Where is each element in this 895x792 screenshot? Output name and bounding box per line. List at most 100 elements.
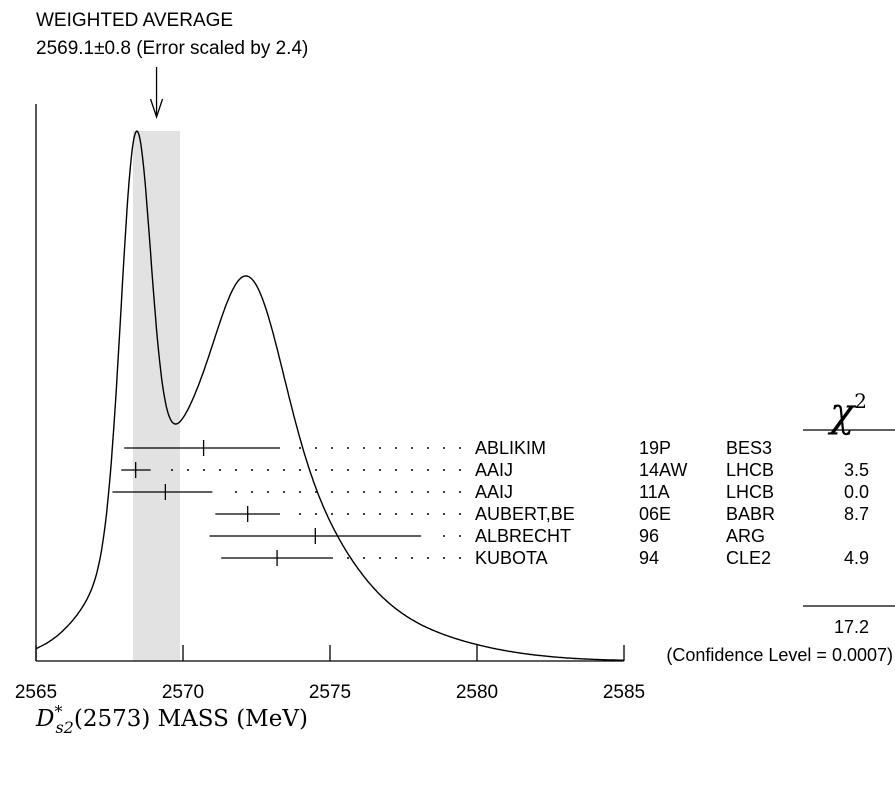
leader-dot <box>299 447 301 449</box>
leader-dot <box>347 447 349 449</box>
measurement-year: 96 <box>639 526 659 546</box>
leader-dot <box>267 491 269 493</box>
leader-dot <box>203 469 205 471</box>
leader-dot <box>331 513 333 515</box>
leader-dot <box>411 491 413 493</box>
leader-dot <box>459 513 461 515</box>
leader-dot <box>443 491 445 493</box>
measurement-chi2: 0.0 <box>844 482 869 502</box>
measurement-year: 19P <box>639 438 671 458</box>
leader-dot <box>363 491 365 493</box>
measurement-author: AAIJ <box>475 460 513 480</box>
measurement-experiment: LHCB <box>726 482 774 502</box>
leader-dot <box>459 557 461 559</box>
leader-dot <box>379 557 381 559</box>
leader-dot <box>283 469 285 471</box>
measurement-author: KUBOTA <box>475 548 548 568</box>
leader-dot <box>427 447 429 449</box>
measurement-row: ALBRECHT 96 ARG <box>209 526 765 546</box>
leader-dot <box>347 469 349 471</box>
measurement-author: AAIJ <box>475 482 513 502</box>
leader-dot <box>315 513 317 515</box>
leader-dot <box>459 491 461 493</box>
leader-dot <box>251 491 253 493</box>
leader-dot <box>411 513 413 515</box>
measurement-chi2: 8.7 <box>844 504 869 524</box>
leader-dot <box>411 557 413 559</box>
leader-dot <box>347 491 349 493</box>
leader-dot <box>363 469 365 471</box>
leader-dot <box>235 469 237 471</box>
leader-dot <box>395 557 397 559</box>
leader-dot <box>395 491 397 493</box>
x-axis-label: D* s2(2573) MASS (MeV) <box>35 702 308 737</box>
weighted-average-arrow-head <box>149 98 164 120</box>
ideogram-curve <box>35 130 625 661</box>
leader-dot <box>347 513 349 515</box>
chi2-total: 17.2 <box>834 617 869 637</box>
leader-dot <box>379 513 381 515</box>
x-tick-label-2: 2575 <box>309 682 351 703</box>
leader-dot <box>443 469 445 471</box>
leader-dot <box>411 447 413 449</box>
measurement-year: 06E <box>639 504 671 524</box>
measurement-experiment: LHCB <box>726 460 774 480</box>
measurement-year: 11A <box>639 482 670 502</box>
leader-dot <box>283 491 285 493</box>
measurement-experiment: ARG <box>726 526 765 546</box>
leader-dot <box>427 469 429 471</box>
leader-dot <box>443 447 445 449</box>
measurement-author: AUBERT,BE <box>475 504 575 524</box>
leader-dot <box>363 557 365 559</box>
leader-dot <box>411 469 413 471</box>
leader-dot <box>251 469 253 471</box>
measurement-row: AAIJ 11A LHCB 0.0 <box>112 482 869 502</box>
leader-dot <box>331 447 333 449</box>
leader-dot <box>427 557 429 559</box>
measurement-experiment: BES3 <box>726 438 772 458</box>
leader-dot <box>299 491 301 493</box>
leader-dot <box>331 469 333 471</box>
leader-dot <box>235 491 237 493</box>
chart-subtitle: 2569.1±0.8 (Error scaled by 2.4) <box>36 38 308 59</box>
leader-dot <box>363 513 365 515</box>
leader-dot <box>267 469 269 471</box>
leader-dot <box>459 469 461 471</box>
confidence-level: (Confidence Level = 0.0007) <box>666 645 893 665</box>
leader-dot <box>171 469 173 471</box>
leader-dot <box>299 469 301 471</box>
measurement-rows: ABLIKIM 19P BES3 AAIJ 14AW LHCB 3.5 AAIJ 11A LHCB… <box>112 438 869 568</box>
measurement-chi2: 4.9 <box>844 548 869 568</box>
measurement-row: ABLIKIM 19P BES3 <box>124 438 772 458</box>
leader-dot <box>459 535 461 537</box>
leader-dot <box>427 513 429 515</box>
leader-dot <box>299 513 301 515</box>
leader-dot <box>347 557 349 559</box>
leader-dot <box>427 491 429 493</box>
leader-dot <box>379 469 381 471</box>
leader-dot <box>219 469 221 471</box>
x-tick-label-4: 2585 <box>603 682 645 703</box>
leader-dot <box>315 447 317 449</box>
leader-dot <box>395 513 397 515</box>
measurement-chi2: 3.5 <box>844 460 869 480</box>
measurement-row: AAIJ 14AW LHCB 3.5 <box>121 460 869 480</box>
measurement-experiment: CLE2 <box>726 548 771 568</box>
leader-dot <box>459 447 461 449</box>
measurement-row: KUBOTA 94 CLE2 4.9 <box>221 548 869 568</box>
x-tick-label-0: 2565 <box>15 682 57 703</box>
leader-dot <box>395 447 397 449</box>
leader-dot <box>187 469 189 471</box>
measurement-experiment: BABR <box>726 504 775 524</box>
chart-title: WEIGHTED AVERAGE <box>36 10 233 31</box>
measurement-year: 14AW <box>639 460 687 480</box>
x-axis-ticks <box>35 645 625 661</box>
x-tick-label-1: 2570 <box>162 682 204 703</box>
leader-dot <box>443 535 445 537</box>
leader-dot <box>331 491 333 493</box>
weighted-average-band <box>133 131 181 661</box>
leader-dot <box>379 491 381 493</box>
x-axis-tick-labels: 2565 2570 2575 2580 2585 <box>15 682 645 703</box>
leader-dot <box>315 491 317 493</box>
